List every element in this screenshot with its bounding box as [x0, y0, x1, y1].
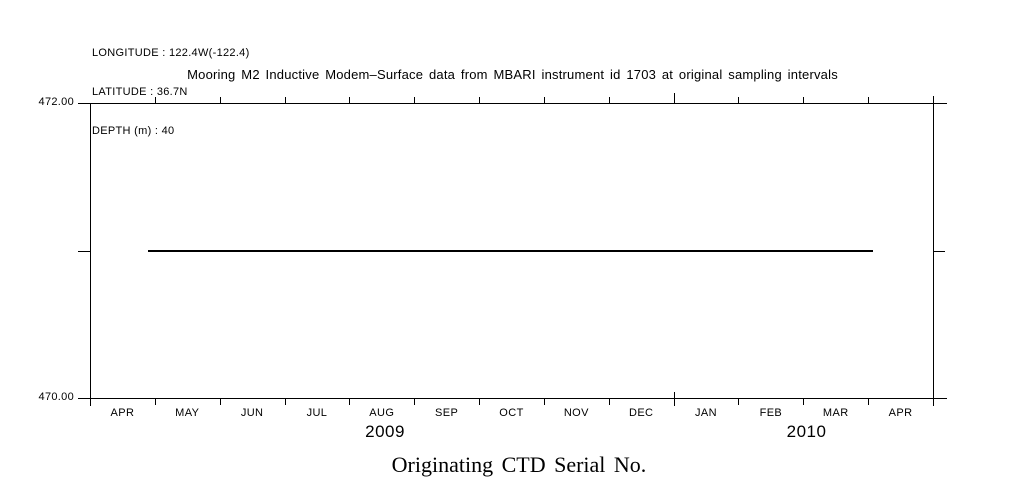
x-tick-top: [349, 97, 350, 103]
x-tick-top: [414, 97, 415, 103]
data-line: [148, 250, 873, 252]
chart-title: Mooring M2 Inductive Modem–Surface data …: [187, 67, 838, 82]
x-tick-bottom: [868, 398, 869, 405]
x-tick-top: [285, 97, 286, 103]
x-month-label: MAR: [822, 407, 849, 419]
x-month-label: OCT: [499, 407, 524, 419]
x-tick-top: [738, 97, 739, 103]
depth-label: DEPTH (m) : 40: [92, 125, 175, 137]
frame-overshoot: [933, 398, 947, 399]
station-metadata: LONGITUDE : 122.4W(-122.4) LATITUDE : 36…: [92, 21, 250, 164]
x-year-label: 2009: [365, 422, 405, 441]
x-month-label: MAY: [175, 407, 200, 419]
x-tick-bottom: [285, 398, 286, 405]
x-tick-bottom: [609, 398, 610, 405]
frame-overshoot: [933, 103, 947, 104]
x-tick-bottom: [220, 398, 221, 405]
y-tick-left: [78, 398, 90, 399]
x-tick-top: [544, 97, 545, 103]
frame-overshoot: [933, 399, 934, 406]
frame-overshoot: [90, 399, 91, 406]
longitude-label: LONGITUDE : 122.4W(-122.4): [92, 47, 250, 59]
x-tick-bottom: [803, 398, 804, 405]
x-tick-top: [479, 97, 480, 103]
x-tick-bottom: [155, 398, 156, 405]
y-tick-label: 470.00: [38, 391, 74, 403]
y-tick-label: 472.00: [38, 96, 74, 108]
x-month-label: SEP: [435, 407, 459, 419]
x-month-label: JAN: [695, 407, 718, 419]
x-tick-bottom: [674, 392, 675, 406]
x-month-label: FEB: [759, 407, 783, 419]
x-tick-top: [674, 93, 675, 103]
x-tick-top: [155, 97, 156, 103]
x-tick-bottom: [349, 398, 350, 405]
x-year-label: 2010: [786, 422, 827, 441]
x-tick-top: [868, 97, 869, 103]
y-tick-right: [933, 251, 945, 252]
bottom-axis-title: Originating CTD Serial No.: [391, 452, 647, 477]
x-month-label: APR: [110, 407, 135, 419]
y-tick-left: [78, 251, 90, 252]
x-tick-bottom: [738, 398, 739, 405]
x-month-label: AUG: [369, 407, 395, 419]
latitude-label: LATITUDE : 36.7N: [92, 86, 188, 98]
x-tick-top: [803, 97, 804, 103]
frame-overshoot: [933, 96, 934, 103]
x-month-label: NOV: [563, 407, 589, 419]
x-tick-top: [220, 97, 221, 103]
x-tick-bottom: [414, 398, 415, 405]
x-month-label: JUL: [306, 407, 328, 419]
x-tick-top: [609, 97, 610, 103]
x-tick-bottom: [544, 398, 545, 405]
x-month-label: JUN: [240, 407, 264, 419]
y-tick-left: [78, 103, 90, 104]
x-tick-bottom: [479, 398, 480, 405]
x-month-label: APR: [888, 407, 913, 419]
x-month-label: DEC: [628, 407, 654, 419]
